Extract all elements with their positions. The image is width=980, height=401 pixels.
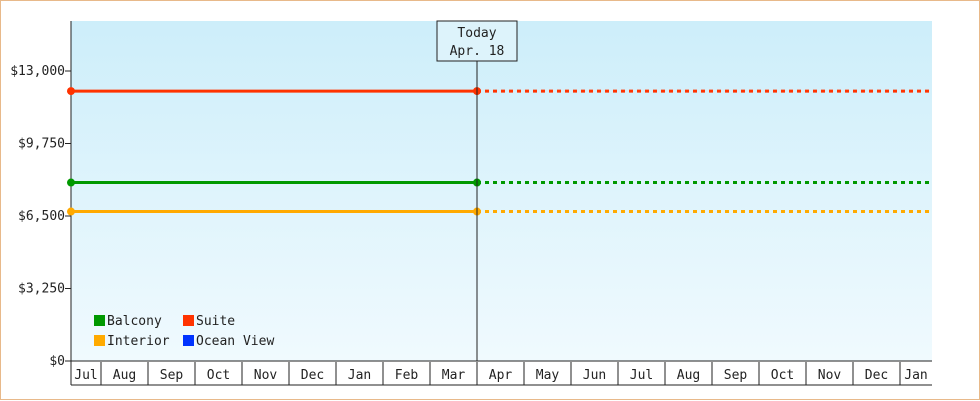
month-label: Jul — [74, 368, 97, 383]
month-label: Sep — [160, 368, 184, 383]
legend-label: Interior — [107, 334, 170, 349]
legend-swatch — [183, 315, 194, 326]
month-label: Oct — [771, 368, 794, 383]
month-label: Jul — [630, 368, 653, 383]
legend-swatch — [183, 335, 194, 346]
today-marker: Today Apr. 18 — [436, 20, 518, 361]
y-axis: $0 $3,250 $6,500 $9,750 $13,000 — [10, 21, 72, 385]
legend: Balcony Suite Interior Ocean View — [94, 314, 274, 349]
month-label: Mar — [442, 368, 466, 383]
month-label: Jun — [583, 368, 606, 383]
y-tick-label: $6,500 — [18, 209, 65, 224]
month-label: Dec — [301, 368, 324, 383]
legend-label: Ocean View — [196, 334, 274, 349]
today-title: Today — [457, 26, 496, 41]
month-label: Aug — [113, 368, 136, 383]
today-date: Apr. 18 — [450, 44, 505, 59]
series-lines — [67, 87, 932, 216]
legend-label: Balcony — [107, 314, 162, 329]
month-label: May — [536, 368, 560, 383]
legend-swatch — [94, 335, 105, 346]
legend-label: Suite — [196, 314, 235, 329]
month-label: Nov — [818, 368, 842, 383]
legend-swatch — [94, 315, 105, 326]
month-label: Oct — [207, 368, 230, 383]
month-label: Feb — [395, 368, 419, 383]
series-point-start — [67, 87, 75, 96]
month-label: Dec — [865, 368, 888, 383]
month-label: Jan — [348, 368, 371, 383]
y-tick-label: $3,250 — [18, 282, 65, 297]
month-label: Apr — [489, 368, 513, 383]
x-axis: Jul Aug Sep Oct Nov Dec Jan Feb Mar Apr May Jun Jul A… — [71, 360, 932, 386]
month-label: Aug — [677, 368, 700, 383]
series-point-start — [67, 207, 75, 216]
y-tick-label: $0 — [49, 354, 65, 369]
today-box — [436, 20, 518, 62]
month-label: Sep — [724, 368, 748, 383]
month-label: Nov — [254, 368, 278, 383]
y-tick-label: $9,750 — [18, 137, 65, 152]
series-point-start — [67, 178, 75, 187]
y-tick-label: $13,000 — [10, 64, 65, 79]
month-label: Jan — [904, 368, 927, 383]
plot-background — [71, 21, 932, 361]
